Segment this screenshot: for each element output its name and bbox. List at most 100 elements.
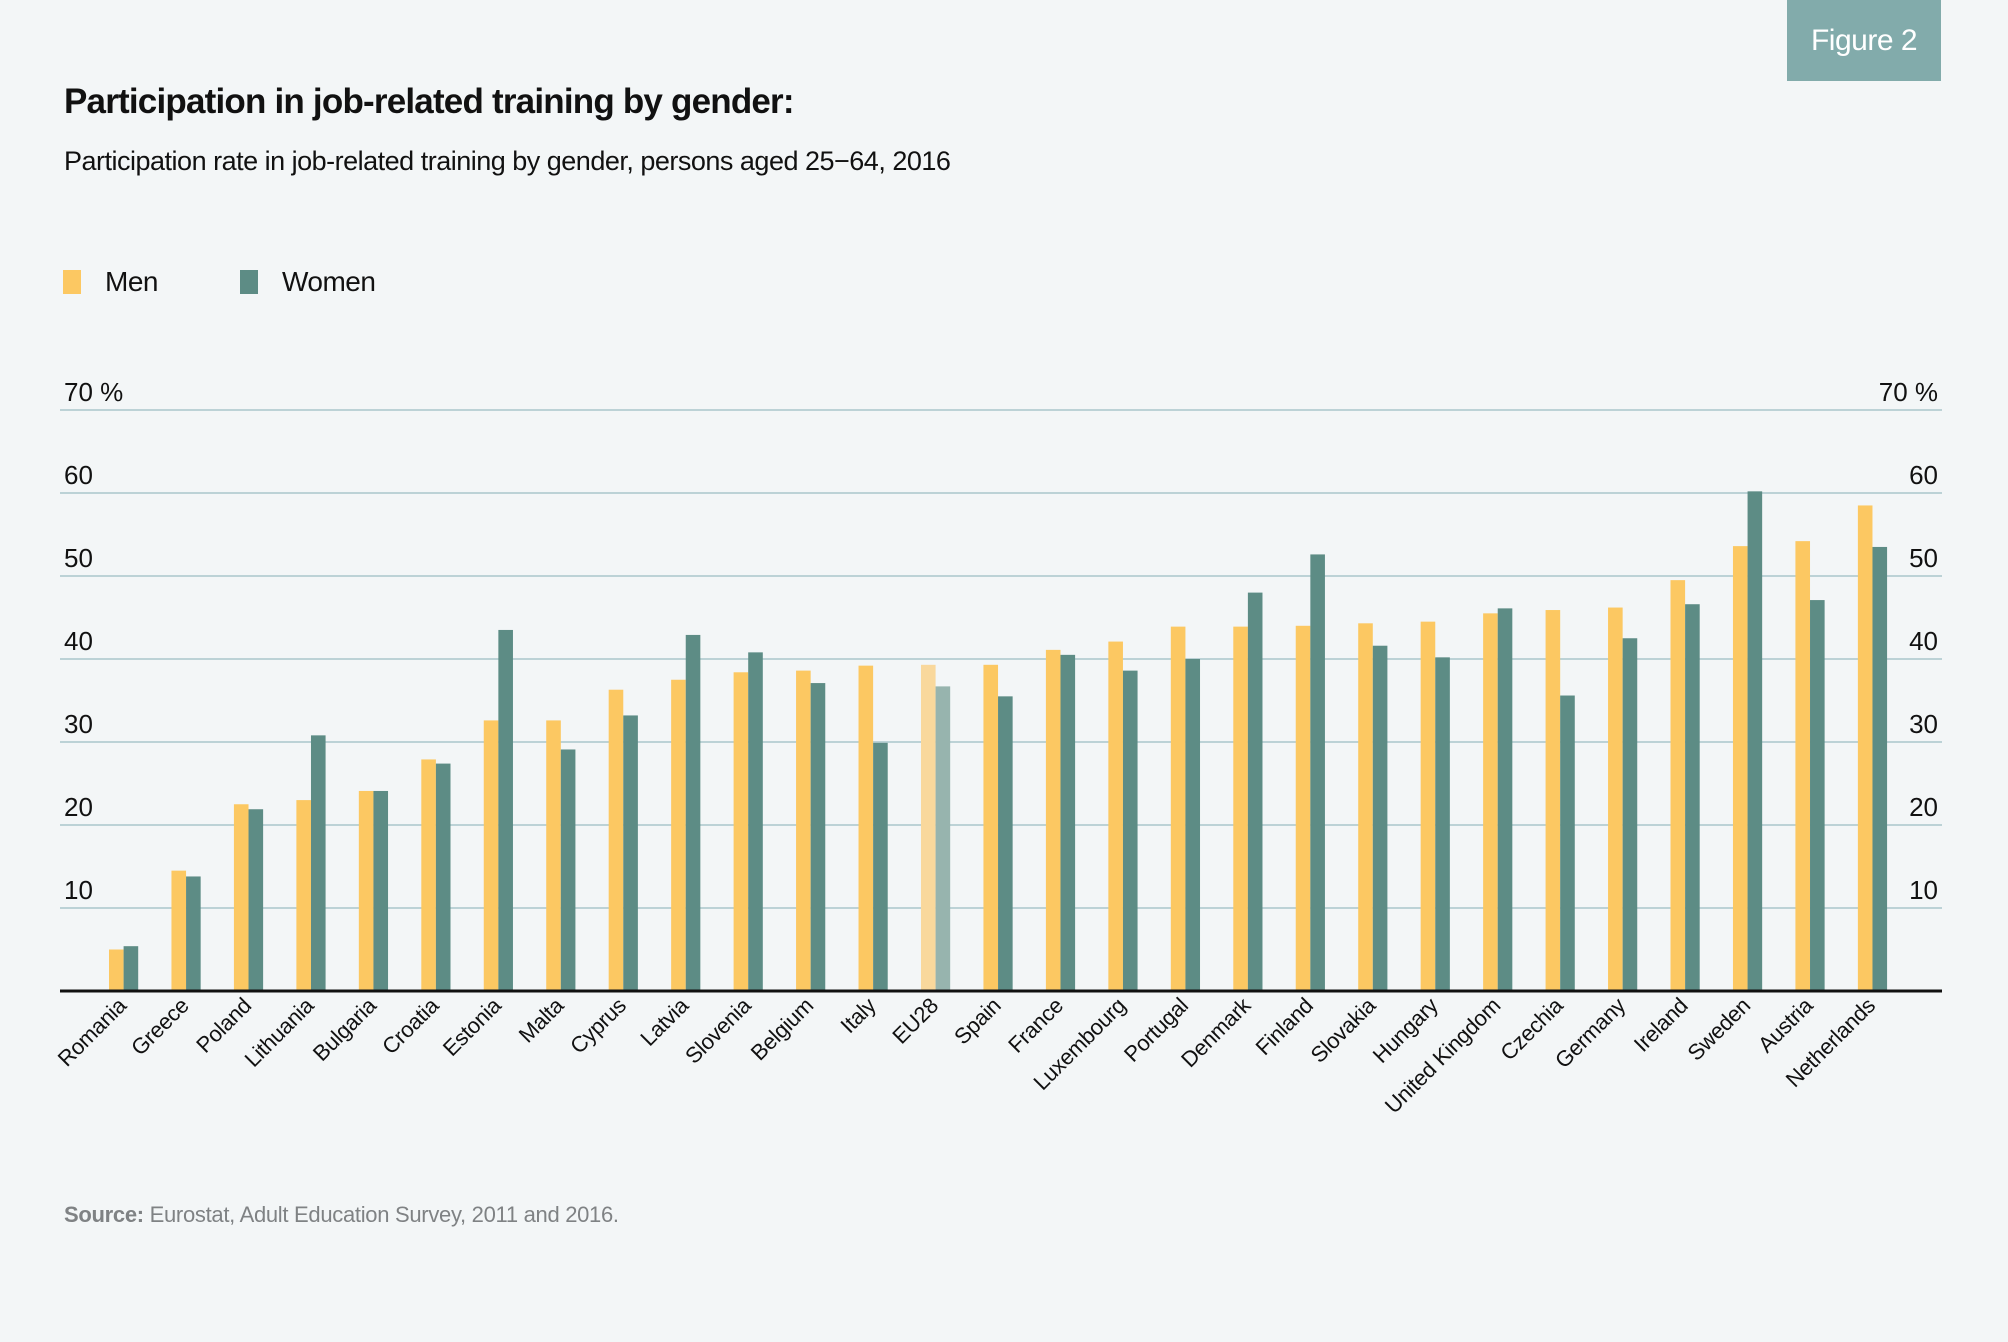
- x-tick-label: Malta: [514, 992, 569, 1047]
- x-tick-label: Romania: [53, 992, 132, 1071]
- bar-women-slovakia: [1372, 645, 1388, 991]
- x-tick-label: Italy: [836, 993, 881, 1038]
- bar-women-united-kingdom: [1497, 608, 1513, 991]
- bar-men-lithuania: [296, 800, 311, 991]
- x-tick-label: Estonia: [438, 992, 507, 1061]
- x-tick-label: Slovenia: [680, 992, 756, 1068]
- x-axis-labels: RomaniaGreecePolandLithuaniaBulgariaCroa…: [53, 992, 1881, 1118]
- source-text: Eurostat, Adult Education Survey, 2011 a…: [149, 1202, 619, 1227]
- y-tick-label-right-10: 10: [1909, 875, 1938, 905]
- bar-men-italy: [858, 665, 874, 991]
- x-tick-label: Belgium: [746, 993, 818, 1065]
- legend-swatch-women: [239, 270, 258, 294]
- bar-women-eu28: [935, 686, 951, 991]
- x-tick-label: Sweden: [1682, 993, 1755, 1066]
- legend-label-women: Women: [281, 266, 376, 297]
- bar-women-spain: [998, 696, 1013, 991]
- bar-men-portugal: [1170, 626, 1186, 991]
- bar-men-bulgaria: [358, 790, 374, 991]
- y-tick-label-left-50: 50: [64, 543, 93, 573]
- bar-men-greece: [171, 870, 187, 991]
- y-tick-label-right-40: 40: [1909, 626, 1938, 656]
- bar-women-netherlands: [1872, 546, 1888, 991]
- source-note: Source: Eurostat, Adult Education Survey…: [64, 1202, 619, 1228]
- legend-item-women: Women: [239, 266, 376, 298]
- legend: Men Women: [63, 266, 457, 298]
- bar-men-france: [1045, 649, 1061, 991]
- bar-women-latvia: [685, 634, 701, 991]
- bar-men-denmark: [1233, 626, 1248, 991]
- y-tick-label-right-70: 70 %: [1879, 377, 1938, 407]
- bar-women-denmark: [1247, 592, 1263, 991]
- x-tick-label: Spain: [949, 993, 1005, 1049]
- y-axis-right: 10 20 30 40 50 60 70 %: [1879, 377, 1938, 905]
- x-tick-label: Bulgaria: [308, 992, 382, 1066]
- bar-women-portugal: [1185, 659, 1201, 991]
- bar-men-hungary: [1420, 621, 1436, 991]
- bar-men-cyprus: [608, 689, 624, 991]
- bar-men-austria: [1795, 541, 1811, 991]
- x-tick-label: Latvia: [635, 992, 694, 1051]
- bar-women-poland: [248, 809, 264, 991]
- bar-men-luxembourg: [1108, 641, 1123, 991]
- x-tick-label: EU28: [887, 993, 943, 1049]
- bar-men-latvia: [671, 679, 686, 991]
- bar-men-romania: [109, 949, 124, 991]
- bar-women-austria: [1810, 600, 1825, 991]
- y-tick-label-right-30: 30: [1909, 709, 1938, 739]
- y-tick-label-right-20: 20: [1909, 792, 1938, 822]
- bar-men-belgium: [796, 670, 811, 991]
- bar-men-slovakia: [1358, 623, 1373, 991]
- bar-women-bulgaria: [373, 790, 389, 991]
- bar-women-cyprus: [623, 715, 638, 991]
- bar-women-germany: [1622, 638, 1638, 991]
- x-tick-label: Slovakia: [1306, 992, 1382, 1068]
- bar-men-germany: [1608, 607, 1623, 991]
- bar-women-malta: [560, 749, 576, 991]
- x-tick-label: Denmark: [1176, 992, 1256, 1072]
- bar-men-finland: [1295, 625, 1311, 991]
- source-label: Source:: [64, 1202, 144, 1227]
- bar-men-malta: [546, 720, 561, 991]
- y-tick-label-left-10: 10: [64, 875, 93, 905]
- bar-women-czechia: [1560, 695, 1575, 991]
- bar-women-sweden: [1747, 491, 1763, 991]
- y-tick-label-left-20: 20: [64, 792, 93, 822]
- legend-item-men: Men: [63, 266, 158, 298]
- bar-women-ireland: [1685, 604, 1700, 991]
- bar-men-croatia: [421, 759, 436, 991]
- bar-women-italy: [873, 742, 888, 991]
- x-tick-label: United Kingdom: [1380, 993, 1505, 1118]
- bar-men-netherlands: [1857, 505, 1873, 991]
- bar-men-sweden: [1732, 546, 1748, 991]
- bar-women-hungary: [1435, 657, 1450, 991]
- bar-men-eu28: [920, 664, 936, 991]
- bar-women-croatia: [435, 763, 451, 991]
- chart-subtitle: Participation rate in job-related traini…: [64, 146, 951, 176]
- bars: [109, 491, 1888, 991]
- y-tick-label-left-40: 40: [64, 626, 93, 656]
- y-tick-label-right-60: 60: [1909, 460, 1938, 490]
- bar-men-estonia: [483, 720, 499, 991]
- x-tick-label: Croatia: [377, 992, 444, 1059]
- x-tick-label: Greece: [126, 993, 193, 1060]
- y-axis-left: 10 20 30 40 50 60 70 %: [64, 377, 123, 905]
- bar-men-poland: [233, 804, 249, 991]
- x-tick-label: Cyprus: [565, 993, 631, 1059]
- bar-men-czechia: [1545, 610, 1561, 991]
- bar-women-france: [1060, 654, 1076, 991]
- bar-women-greece: [186, 876, 201, 991]
- chart-title: Participation in job-related training by…: [64, 82, 795, 121]
- bar-women-romania: [123, 946, 139, 991]
- bar-women-estonia: [498, 629, 513, 991]
- figure-badge: Figure 2: [1787, 0, 1941, 81]
- bar-women-belgium: [810, 683, 826, 991]
- x-tick-label: Lithuania: [240, 992, 320, 1072]
- y-tick-label-left-60: 60: [64, 460, 93, 490]
- bar-men-slovenia: [733, 672, 749, 991]
- bar-women-finland: [1310, 554, 1325, 991]
- legend-label-men: Men: [105, 266, 158, 297]
- x-tick-label: Germany: [1550, 993, 1630, 1073]
- bar-men-spain: [983, 664, 999, 991]
